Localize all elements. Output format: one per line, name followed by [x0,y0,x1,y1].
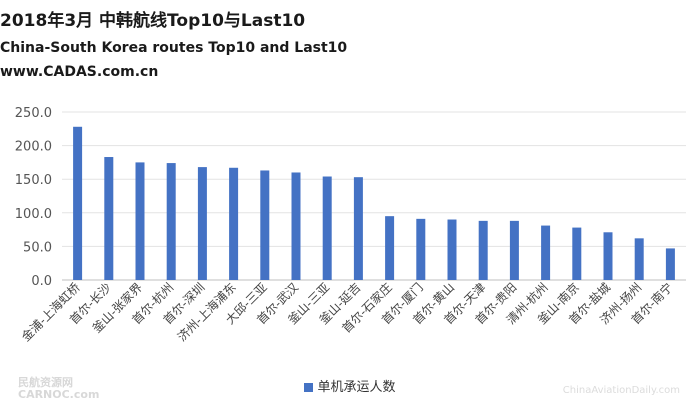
bar [322,176,332,280]
y-tick-label: 150.0 [15,173,52,188]
watermark-carnoc-cn: 民航资源网 [18,376,73,389]
bar [135,162,145,280]
chart-title: 2018年3月 中韩航线Top10与Last10 [0,11,306,31]
bar [572,227,582,280]
bar [447,219,457,280]
bar [541,225,551,280]
bar [104,157,114,280]
bar [260,170,270,280]
chart-legend: 单机承运人数 [0,376,700,395]
chart-subtitle: China-South Korea routes Top10 and Last1… [0,40,348,56]
y-tick-label: 250.0 [15,106,52,121]
bar [509,220,519,280]
y-tick-label: 0.0 [31,274,52,289]
bar [229,167,239,280]
bar [478,220,488,280]
y-tick-label: 100.0 [15,207,52,222]
bar [197,167,207,280]
bar [291,172,301,280]
y-tick-label: 200.0 [15,140,52,155]
watermark-carnoc-en: CARNOC.com [18,388,100,401]
bar [634,238,644,280]
bar [416,218,426,280]
bar [166,163,176,280]
bar [353,177,363,280]
legend-label: 单机承运人数 [317,380,396,395]
chart-source-line: www.CADAS.com.cn [0,64,159,80]
legend-swatch [304,383,314,392]
bar [385,216,395,280]
bar [603,232,613,280]
watermark-carnoc: 民航资源网 CARNOC.com [18,377,99,401]
y-tick-label: 50.0 [23,240,52,255]
bar [73,126,83,280]
bar [665,248,675,280]
watermark-cad: ChinaAviationDaily.com [562,385,680,396]
